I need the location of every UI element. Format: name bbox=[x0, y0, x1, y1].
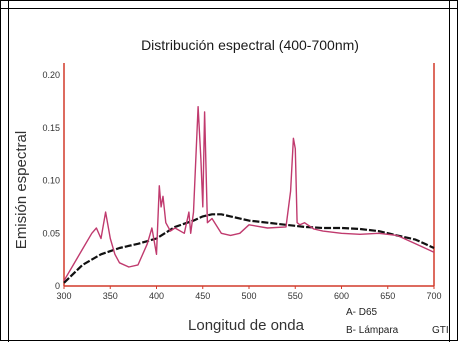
x-tick-label: 450 bbox=[195, 291, 210, 301]
x-tick-label: 700 bbox=[426, 291, 441, 301]
legend-entry-b: B- Lámpara bbox=[346, 325, 399, 336]
x-tick-label: 550 bbox=[288, 291, 303, 301]
legend-entry-a: A- D65 bbox=[346, 307, 378, 318]
x-tick-label: 500 bbox=[241, 291, 256, 301]
y-tick-label: 0.15 bbox=[42, 123, 60, 133]
y-tick-label: 0.10 bbox=[42, 176, 60, 186]
y-tick-label: 0.20 bbox=[42, 70, 60, 80]
y-tick-label: 0 bbox=[55, 281, 60, 291]
series-line-d65 bbox=[63, 213, 435, 284]
x-axis-title: Longitud de onda bbox=[188, 317, 305, 334]
frame-right-band bbox=[449, 1, 457, 342]
x-tick-label: 400 bbox=[149, 291, 164, 301]
x-tick-label: 650 bbox=[380, 291, 395, 301]
chart-title: Distribución espectral (400-700nm) bbox=[141, 37, 359, 53]
legend-entry-gti: GTI bbox=[432, 325, 449, 336]
x-tick-label: 600 bbox=[334, 291, 349, 301]
x-tick-label: 300 bbox=[56, 291, 71, 301]
y-tick-label: 0.05 bbox=[42, 228, 60, 238]
frame-left-band bbox=[1, 1, 9, 342]
series-line-lampara bbox=[63, 106, 435, 282]
x-tick-label: 350 bbox=[103, 291, 118, 301]
y-axis-title: Emisión espectral bbox=[13, 131, 30, 249]
tick-labels: 300 350 400 450 500 550 600 650 700 0 0.05 0.10 0.15… bbox=[42, 70, 441, 301]
series-lines bbox=[63, 106, 435, 284]
frame-top-band bbox=[1, 1, 458, 9]
axes bbox=[63, 63, 435, 287]
